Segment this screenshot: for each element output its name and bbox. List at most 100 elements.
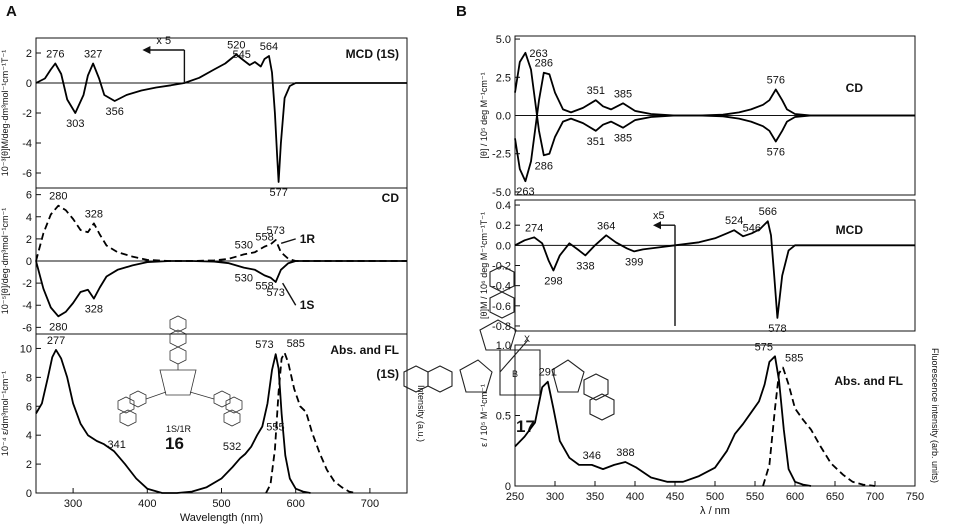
y-tick-label: 1.0 [496,340,511,352]
series-line-fl [265,351,356,494]
peak-label: 573 [266,287,284,299]
series-line-blue [514,51,915,157]
peak-label: 338 [576,260,594,272]
peak-label: 364 [597,220,615,232]
chart-b-cd: -5.0 -2.5 0.0 2.5 5.0 [θ] / 10⁵ deg M⁻¹cm⁻¹ CD… [479,34,916,199]
y-tick-label: 2 [26,48,32,60]
peak-label: 564 [260,41,278,53]
plot-title: Abs. and FL [330,343,399,357]
peak-label: 558 [255,232,273,244]
y-tick-label: 2.5 [496,72,511,84]
x-tick-label: 500 [212,498,230,510]
x-tick-label: 750 [906,491,924,503]
series-line-abs [514,355,812,487]
y-tick-label: 0.2 [496,220,511,232]
peak-label: 385 [614,88,632,100]
x-tick-label: 450 [666,491,684,503]
y-tick-label: -6 [22,322,32,334]
peak-label: 286 [535,160,553,172]
x5-label: x5 [653,210,665,222]
peak-label: 388 [616,447,634,459]
peak-label: 356 [105,106,123,118]
peak-label: 520 [227,40,245,52]
chart-b-abs: 0 0.5 1.0 250 300 350 400 450 500 550 600 650 700 750… [479,340,940,517]
peak-label: 263 [516,186,534,198]
peak-label: 575 [755,341,773,353]
y-tick-label: 6 [26,190,32,202]
peak-label: 346 [583,450,601,462]
x-tick-label: 600 [287,498,305,510]
x-tick-label: 300 [64,498,82,510]
peak-label: 578 [768,323,786,335]
legend-label: 1R [300,232,316,246]
plot-title: Abs. and FL [834,374,903,388]
y-tick-label: 0 [505,481,511,493]
y-tick-label: 0.0 [496,240,511,252]
y-tick-label: 0.4 [496,200,511,212]
plot-frame [514,344,916,487]
peak-label: 291 [539,367,557,379]
y-tick-label: -0.2 [492,261,511,273]
plot-frame [514,199,916,332]
chart-a-mcd: -6 -4 -2 0 2 10⁻³[θ]M/deg·dm³mol⁻¹cm⁻¹T⁻¹ MCD … [0,35,408,199]
y-tick-label: 4 [26,212,32,224]
plot-title: CD [846,81,864,95]
y-tick-label: -4 [22,300,32,312]
y-tick-label: -5.0 [492,187,511,199]
compound-17-structure [403,265,615,421]
series-line-red [514,71,915,183]
y-tick-label: -2.5 [492,149,511,161]
y-tick-label: 2 [26,459,32,471]
y-tick-label: -4 [22,138,32,150]
y-tick-label: 0.5 [496,411,511,423]
peak-label: 530 [235,273,253,285]
y-tick-label: -0.4 [492,281,511,293]
panel-label-a: A [6,3,17,20]
legend-label: 1S [300,298,315,312]
x-tick-label: 300 [546,491,564,503]
y2-axis-label: Intensity (a.u.) [416,385,426,442]
x5-arrowhead [142,46,151,54]
x5-label: x 5 [156,35,171,47]
y-axis-label: 10⁻⁴ ε/dm³mol⁻¹cm⁻¹ [0,371,10,456]
y-axis-label: ε / 10⁵ M⁻¹cm⁻¹ [479,384,489,447]
compound-16-stereo-label: 1S/1R [166,424,192,434]
y-tick-label: 4 [26,430,32,442]
series-line-mcd-1s- [35,53,407,183]
x-tick-label: 250 [506,491,524,503]
peak-label: 328 [85,304,103,316]
peak-label: 524 [725,215,743,227]
plot-title: CD [382,191,400,205]
peak-label: 328 [85,208,103,220]
compound-16-structure [103,312,253,454]
peak-label: 280 [49,321,67,333]
peak-label: 280 [49,191,67,203]
y-tick-label: -2 [22,278,32,290]
peak-label: 274 [525,222,543,234]
x-axis-label: Wavelength (nm) [180,512,263,524]
y-axis-label: 10⁻³[θ]M/deg·dm³mol⁻¹cm⁻¹T⁻¹ [0,50,10,177]
plot-title: MCD (1S) [346,47,399,61]
peak-label: 351 [587,136,605,148]
y-tick-label: 0 [26,78,32,90]
peak-label: 585 [287,338,305,350]
peak-label: 585 [785,353,803,365]
peak-label: 303 [66,118,84,130]
x-tick-label: 600 [786,491,804,503]
x-tick-label: 700 [866,491,884,503]
y-tick-label: 10 [20,343,32,355]
peak-label: 530 [235,239,253,251]
x-tick-label: 500 [706,491,724,503]
peak-label: 532 [223,441,241,453]
y-tick-label: 8 [26,372,32,384]
y-tick-label: 6 [26,401,32,413]
x-tick-label: 700 [361,498,379,510]
peak-label: 276 [46,49,64,61]
y-axis-label: [θ] / 10⁵ deg M⁻¹cm⁻¹ [479,72,489,158]
x-tick-label: 400 [626,491,644,503]
y-tick-label: -2 [22,108,32,120]
peak-label: 286 [535,58,553,70]
x-tick-label: 350 [586,491,604,503]
x-tick-label: 650 [826,491,844,503]
peak-label: 298 [544,276,562,288]
